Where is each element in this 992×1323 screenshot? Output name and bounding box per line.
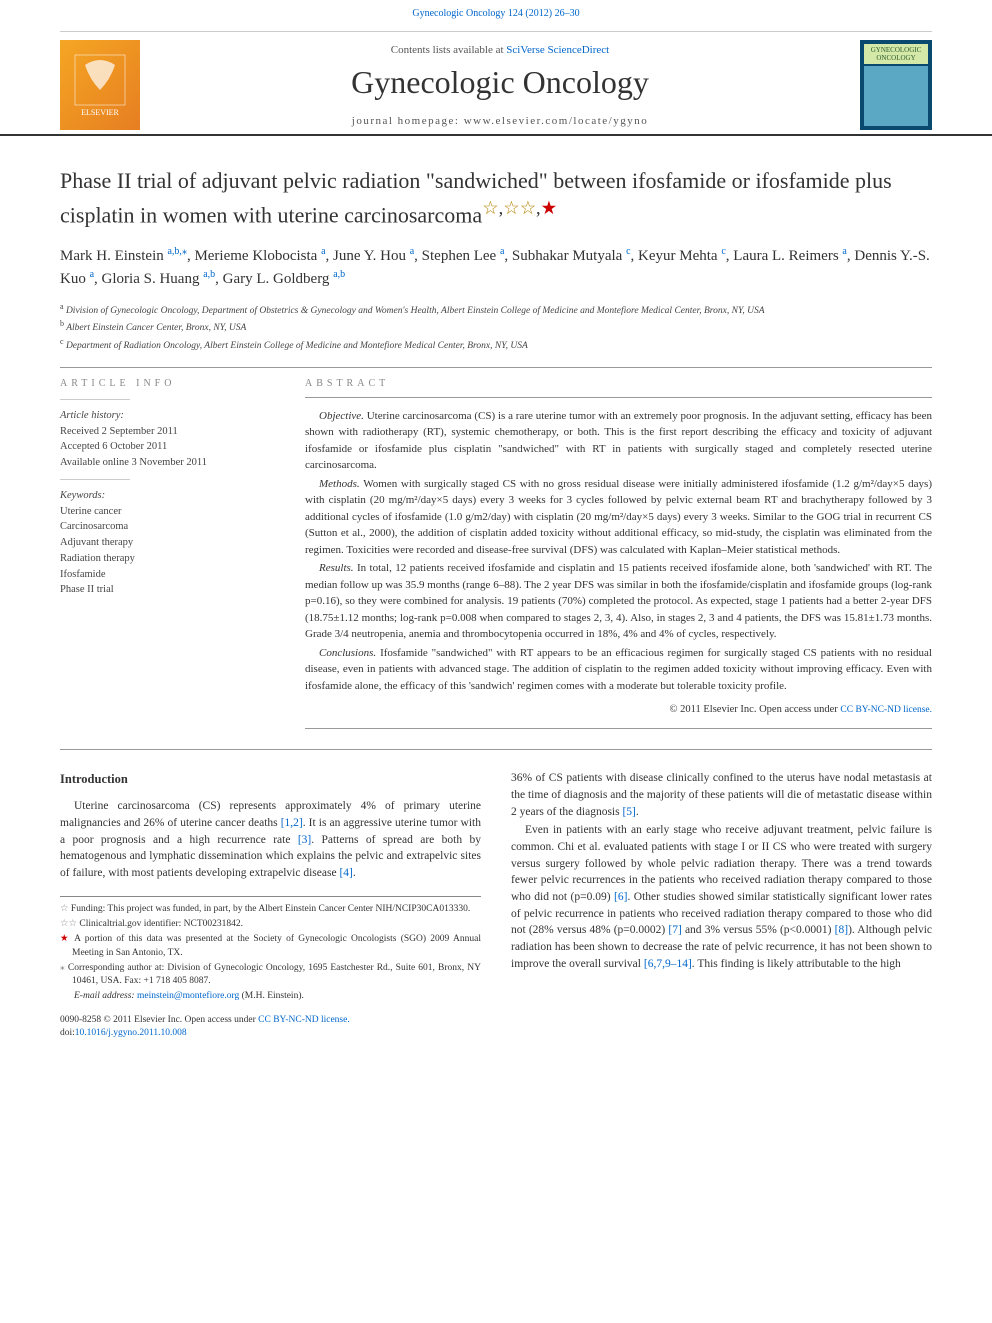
license-link[interactable]: CC BY-NC-ND license.: [840, 705, 932, 715]
article-title: Phase II trial of adjuvant pelvic radiat…: [60, 166, 932, 230]
footnotes: ☆ Funding: This project was funded, in p…: [60, 896, 481, 1004]
body-paragraph: 36% of CS patients with disease clinical…: [511, 770, 932, 820]
body-left-column: Introduction Uterine carcinosarcoma (CS)…: [60, 770, 481, 1040]
body-right-column: 36% of CS patients with disease clinical…: [511, 770, 932, 1040]
author-list: Mark H. Einstein a,b,⁎, Merieme Klobocis…: [60, 244, 932, 291]
citation-link[interactable]: [1,2]: [281, 817, 303, 829]
citation-link[interactable]: [6,7,9–14]: [644, 958, 692, 970]
keyword: Ifosfamide: [60, 567, 275, 583]
journal-cover-thumbnail: GYNECOLOGIC ONCOLOGY: [860, 40, 932, 130]
introduction-heading: Introduction: [60, 770, 481, 788]
article-info-heading: ARTICLE INFO: [60, 378, 275, 389]
divider: [60, 367, 932, 368]
abstract-copyright: © 2011 Elsevier Inc. Open access under C…: [305, 702, 932, 718]
contents-available-line: Contents lists available at SciVerse Sci…: [152, 44, 848, 56]
citation-link[interactable]: [7]: [668, 924, 681, 936]
citation-link[interactable]: [3]: [298, 834, 311, 846]
body-paragraph: Even in patients with an early stage who…: [511, 822, 932, 972]
email-link[interactable]: meinstein@montefiore.org: [137, 991, 239, 1001]
svg-text:ELSEVIER: ELSEVIER: [81, 108, 119, 117]
keyword: Phase II trial: [60, 582, 275, 598]
article-history: Article history: Received 2 September 20…: [60, 399, 275, 598]
sciencedirect-link[interactable]: SciVerse ScienceDirect: [506, 44, 609, 56]
abstract-body: Objective. Uterine carcinosarcoma (CS) i…: [305, 408, 932, 718]
keyword: Radiation therapy: [60, 551, 275, 567]
doi-block: 0090-8258 © 2011 Elsevier Inc. Open acce…: [60, 1014, 481, 1041]
keywords-list: Uterine cancerCarcinosarcomaAdjuvant the…: [60, 504, 275, 599]
keyword: Carcinosarcoma: [60, 519, 275, 535]
citation-link[interactable]: [6]: [614, 891, 627, 903]
affiliations: a Division of Gynecologic Oncology, Depa…: [60, 301, 932, 353]
journal-homepage-line: journal homepage: www.elsevier.com/locat…: [152, 115, 848, 127]
journal-title: Gynecologic Oncology: [152, 64, 848, 101]
doi-link[interactable]: 10.1016/j.ygyno.2011.10.008: [75, 1028, 187, 1038]
top-citation-link[interactable]: Gynecologic Oncology 124 (2012) 26–30: [0, 0, 992, 27]
body-paragraph: Uterine carcinosarcoma (CS) represents a…: [60, 798, 481, 881]
citation-link[interactable]: [8]: [835, 924, 848, 936]
keyword: Uterine cancer: [60, 504, 275, 520]
elsevier-logo: ELSEVIER: [60, 40, 140, 130]
masthead: ELSEVIER Contents lists available at Sci…: [0, 27, 992, 136]
homepage-url[interactable]: www.elsevier.com/locate/ygyno: [464, 115, 649, 127]
citation-link[interactable]: [4]: [339, 867, 352, 879]
abstract-heading: ABSTRACT: [305, 378, 932, 389]
keyword: Adjuvant therapy: [60, 535, 275, 551]
citation-link[interactable]: [5]: [622, 806, 635, 818]
license-link[interactable]: CC BY-NC-ND license.: [258, 1015, 350, 1025]
